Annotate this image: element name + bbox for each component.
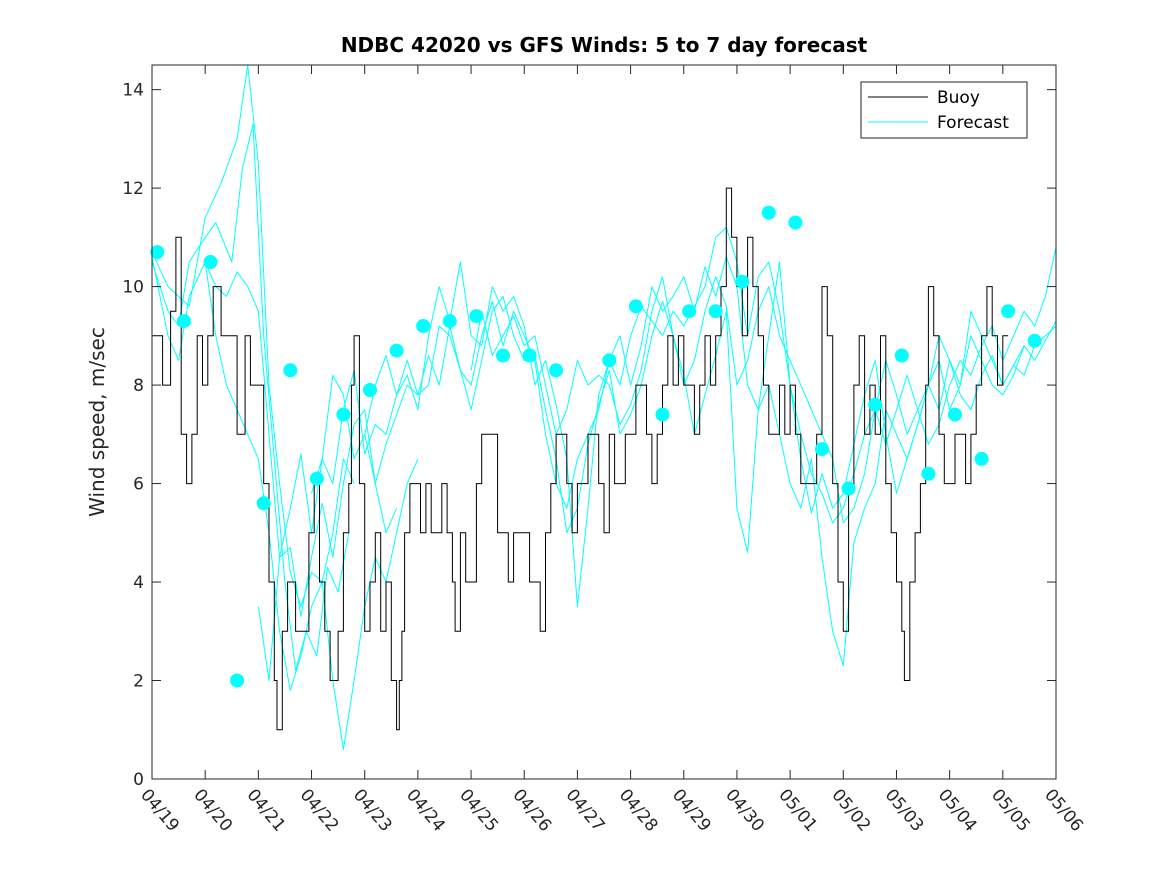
forecast-marker xyxy=(416,319,431,333)
y-tick-label: 14 xyxy=(122,81,144,101)
forecast-marker xyxy=(203,255,218,269)
forecast-marker xyxy=(230,673,245,688)
forecast-marker xyxy=(602,353,617,368)
legend: Buoy Forecast xyxy=(860,81,1028,139)
plot-area xyxy=(152,65,1056,779)
forecast-marker xyxy=(336,407,351,422)
forecast-marker xyxy=(389,343,404,358)
y-tick-label: 6 xyxy=(133,475,144,495)
forecast-marker xyxy=(176,314,191,329)
forecast-marker xyxy=(1001,304,1016,319)
forecast-marker xyxy=(283,363,298,378)
forecast-marker xyxy=(974,451,989,466)
forecast-run-line-2 xyxy=(151,123,350,672)
forecast-marker xyxy=(628,299,643,314)
y-tick-label: 0 xyxy=(133,770,144,790)
forecast-marker xyxy=(655,407,670,422)
y-axis-label: Wind speed, m/sec xyxy=(85,327,109,517)
y-axis: 0 2 4 6 8 10 12 14 xyxy=(122,81,1056,790)
forecast-marker xyxy=(921,466,936,481)
forecast-marker xyxy=(708,304,723,319)
forecast-marker xyxy=(682,304,697,319)
forecast-run-line-1 xyxy=(151,64,355,608)
forecast-run-line-5 xyxy=(257,227,1057,681)
forecast-marker xyxy=(522,348,537,363)
y-tick-label: 2 xyxy=(133,672,144,692)
legend-label-buoy: Buoy xyxy=(937,88,980,108)
forecast-marker xyxy=(442,314,457,329)
forecast-marker xyxy=(868,397,883,412)
forecast-marker xyxy=(894,348,909,363)
legend-label-forecast: Forecast xyxy=(937,113,1009,133)
forecast-marker xyxy=(788,215,803,230)
forecast-markers xyxy=(150,205,1042,688)
y-tick-label: 10 xyxy=(122,278,144,298)
forecast-marker xyxy=(256,496,271,511)
forecast-marker xyxy=(363,383,377,397)
forecast-marker xyxy=(549,363,564,378)
forecast-marker xyxy=(1027,333,1042,348)
forecast-marker xyxy=(761,205,776,220)
legend-box xyxy=(860,81,1028,139)
forecast-marker xyxy=(948,407,962,422)
forecast-marker xyxy=(496,348,510,363)
forecast-marker xyxy=(841,481,856,496)
forecast-marker xyxy=(735,274,750,289)
y-tick-label: 4 xyxy=(133,573,144,593)
forecast-marker xyxy=(150,245,165,260)
forecast-marker xyxy=(469,309,484,324)
y-tick-label: 8 xyxy=(133,376,144,396)
forecast-marker xyxy=(309,471,324,486)
chart-title: NDBC 42020 vs GFS Winds: 5 to 7 day fore… xyxy=(341,33,868,57)
plot-frame xyxy=(151,64,1057,780)
forecast-run-line-4 xyxy=(204,261,419,750)
forecast-marker xyxy=(815,442,829,457)
y-tick-label: 12 xyxy=(122,179,144,199)
